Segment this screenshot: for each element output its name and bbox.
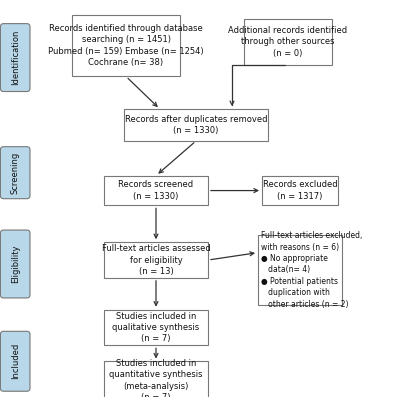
Text: Records after duplicates removed
(n = 1330): Records after duplicates removed (n = 13… [125, 115, 267, 135]
FancyBboxPatch shape [258, 235, 342, 305]
Text: Records excluded
(n = 1317): Records excluded (n = 1317) [263, 180, 337, 201]
FancyBboxPatch shape [104, 361, 208, 397]
Text: Records screened
(n = 1330): Records screened (n = 1330) [118, 180, 194, 201]
FancyBboxPatch shape [0, 147, 30, 199]
Text: Included: Included [11, 343, 20, 380]
FancyBboxPatch shape [244, 19, 332, 64]
FancyBboxPatch shape [0, 331, 30, 391]
FancyBboxPatch shape [104, 310, 208, 345]
Text: Eligibility: Eligibility [11, 245, 20, 283]
FancyBboxPatch shape [0, 24, 30, 92]
Text: Identification: Identification [11, 30, 20, 85]
FancyBboxPatch shape [262, 175, 338, 206]
FancyBboxPatch shape [104, 242, 208, 278]
Text: Screening: Screening [11, 152, 20, 194]
FancyBboxPatch shape [0, 230, 30, 298]
FancyBboxPatch shape [104, 175, 208, 206]
Text: Studies included in
quantitative synthesis
(meta-analysis)
(n = 7): Studies included in quantitative synthes… [109, 358, 203, 397]
Text: Records identified through database
searching (n = 1451)
Pubmed (n= 159) Embase : Records identified through database sear… [48, 24, 204, 67]
Text: Studies included in
qualitative synthesis
(n = 7): Studies included in qualitative synthesi… [112, 312, 200, 343]
Text: Full-text articles assessed
for eligibility
(n = 13): Full-text articles assessed for eligibil… [102, 244, 210, 276]
Text: Additional records identified
through other sources
(n = 0): Additional records identified through ot… [228, 26, 348, 58]
FancyBboxPatch shape [72, 15, 180, 76]
Text: Full-text articles excluded,
with reasons (n = 6)
● No appropriate
   data(n= 4): Full-text articles excluded, with reason… [261, 231, 362, 309]
FancyBboxPatch shape [124, 109, 268, 141]
